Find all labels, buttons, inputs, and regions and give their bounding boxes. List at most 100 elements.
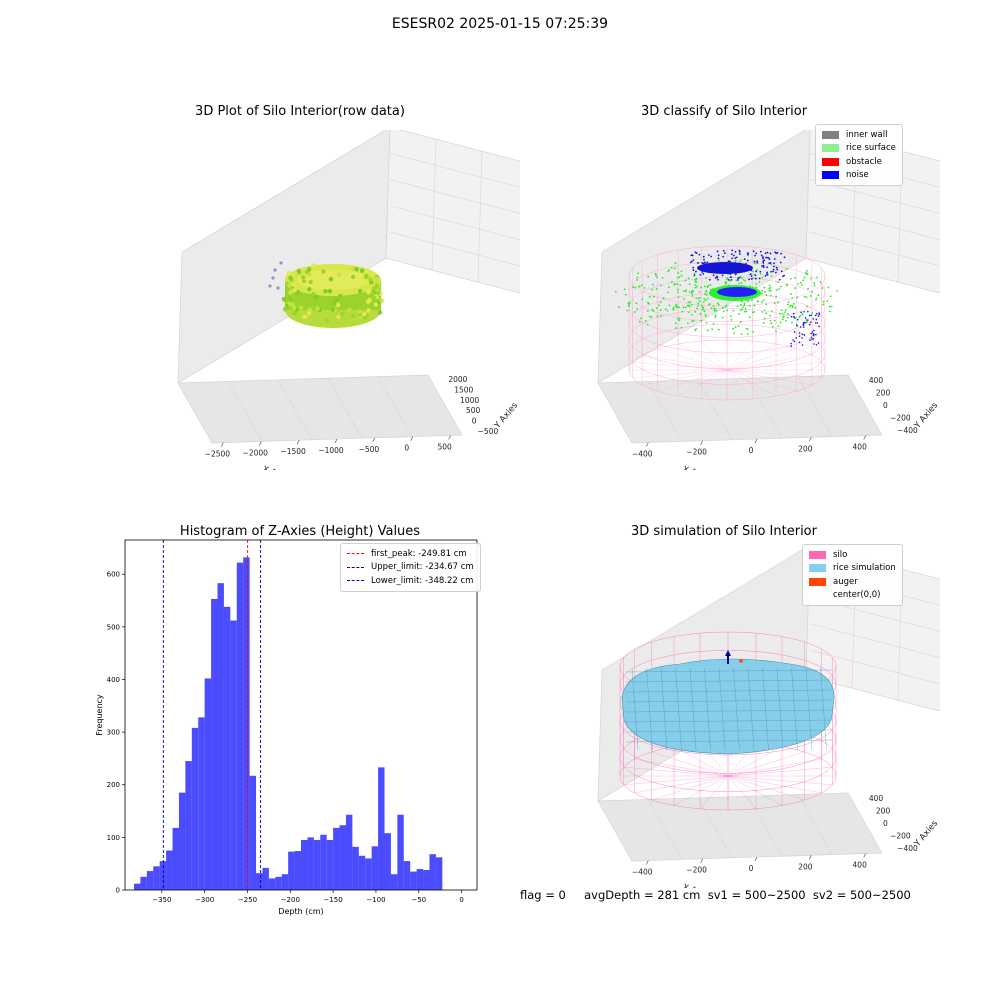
rice-surface-point bbox=[641, 298, 644, 301]
rice-surface-point bbox=[791, 321, 793, 324]
rice-surface-point bbox=[734, 259, 737, 262]
noise-point bbox=[692, 266, 695, 269]
silo-wall-spoke bbox=[701, 369, 728, 400]
noise-point bbox=[756, 261, 759, 264]
rice-surface-point bbox=[644, 320, 647, 322]
rice-surface-point bbox=[732, 327, 735, 330]
rice-surface-point bbox=[712, 322, 715, 325]
raw-point bbox=[296, 268, 302, 274]
raw-point bbox=[366, 308, 371, 313]
y-tick-label: 0 bbox=[883, 401, 888, 410]
rice-surface-point bbox=[714, 316, 717, 319]
rice-surface-point bbox=[822, 303, 825, 306]
noise-point bbox=[798, 335, 801, 337]
rice-surface-point bbox=[746, 333, 749, 336]
x-tick-label: 0 bbox=[404, 444, 409, 453]
rice-surface-point bbox=[747, 300, 749, 303]
rice-surface-point bbox=[744, 279, 746, 282]
noise-point bbox=[722, 249, 725, 252]
raw-point bbox=[363, 274, 369, 280]
rice-surface-point bbox=[726, 309, 729, 312]
rice-surface-point bbox=[667, 286, 670, 289]
noise-point bbox=[758, 277, 761, 280]
noise-point bbox=[696, 262, 699, 264]
rice-surface-point bbox=[651, 308, 654, 311]
noise-point bbox=[703, 261, 706, 264]
x-axis-label: X Axies bbox=[681, 464, 714, 470]
raw-point bbox=[335, 302, 341, 308]
rice-surface-point bbox=[726, 277, 729, 279]
silo-wall-spoke bbox=[726, 348, 797, 371]
noise-point bbox=[746, 259, 749, 262]
rice-surface-point bbox=[681, 310, 684, 313]
noise-point bbox=[722, 255, 725, 258]
histogram-bar bbox=[236, 562, 244, 890]
x-tick-label: −1500 bbox=[280, 447, 306, 456]
noise-point bbox=[802, 324, 805, 327]
rice-surface-point bbox=[744, 308, 747, 310]
rice-surface-point bbox=[635, 302, 638, 305]
rice-surface-point bbox=[690, 303, 693, 306]
noise-point bbox=[799, 326, 802, 328]
silo-wall-spoke bbox=[726, 340, 753, 371]
rice-surface-point bbox=[721, 306, 724, 309]
noise-point bbox=[732, 254, 735, 257]
legend-swatch bbox=[809, 577, 826, 586]
noise-point bbox=[695, 270, 697, 273]
noise-point bbox=[817, 342, 820, 344]
grid-line bbox=[377, 376, 413, 437]
rice-surface-point bbox=[773, 319, 776, 322]
y-tick-label: 100 bbox=[107, 834, 120, 842]
raw-point bbox=[373, 302, 379, 307]
rice-surface-point bbox=[806, 269, 808, 272]
raw-point bbox=[315, 306, 320, 311]
noise-point bbox=[804, 321, 806, 324]
noise-point bbox=[776, 251, 779, 254]
rice-mesh-line bbox=[625, 719, 833, 723]
grid-line bbox=[809, 231, 940, 267]
x-tick-label: −200 bbox=[686, 866, 707, 875]
rice-surface-point bbox=[715, 309, 718, 312]
rice-surface-point bbox=[702, 306, 705, 309]
noise-point bbox=[764, 274, 767, 277]
raw-point bbox=[308, 279, 313, 285]
legend-line bbox=[347, 553, 364, 555]
rice-surface-point bbox=[707, 303, 710, 306]
raw-point bbox=[301, 279, 307, 284]
rice-surface-point bbox=[658, 304, 660, 307]
noise-point bbox=[801, 344, 804, 346]
histogram-bar bbox=[423, 870, 430, 890]
noise-point bbox=[795, 324, 798, 326]
grid-line bbox=[809, 597, 940, 632]
rice-surface-point bbox=[704, 293, 706, 295]
rice-surface-point bbox=[694, 329, 697, 332]
rice-mesh-line bbox=[625, 709, 833, 713]
rice-surface-point bbox=[641, 284, 643, 287]
noise-point bbox=[807, 319, 809, 321]
noise-point bbox=[734, 251, 737, 253]
grid-line bbox=[389, 205, 520, 241]
rice-surface-point bbox=[805, 321, 808, 324]
noise-point bbox=[768, 258, 771, 260]
floor-pane bbox=[597, 374, 883, 444]
raw-point bbox=[338, 293, 343, 299]
rice-surface-point bbox=[651, 288, 654, 291]
noise-point bbox=[807, 310, 809, 313]
rice-surface-point bbox=[781, 318, 784, 321]
rice-surface-point bbox=[676, 291, 679, 294]
noise-point bbox=[727, 260, 730, 263]
rice-surface-point bbox=[668, 304, 671, 307]
rice-surface-point bbox=[702, 301, 705, 304]
rice-surface-point bbox=[712, 305, 715, 307]
histogram-bar bbox=[262, 867, 269, 890]
grid-line bbox=[477, 151, 483, 283]
rice-surface-point bbox=[752, 330, 755, 333]
raw-point bbox=[292, 287, 297, 293]
raw-point bbox=[359, 268, 365, 273]
noise-point bbox=[710, 255, 713, 258]
noise-point bbox=[774, 271, 777, 274]
raw-point bbox=[347, 307, 352, 312]
noise-point bbox=[708, 278, 711, 281]
sim-plot-title: 3D simulation of Silo Interior bbox=[631, 524, 817, 539]
rice-surface-point bbox=[763, 309, 766, 312]
